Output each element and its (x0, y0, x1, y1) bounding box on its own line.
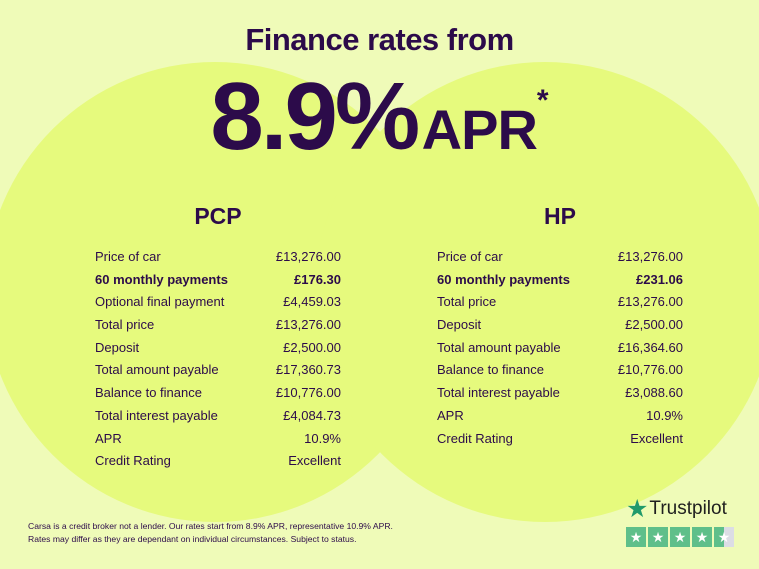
table-row: Total interest payable £3,088.60 (437, 382, 683, 405)
table-row: Balance to finance £10,776.00 (437, 359, 683, 382)
pcp-title: PCP (194, 203, 242, 229)
row-value: £16,364.60 (617, 339, 683, 355)
table-row: Balance to finance £10,776.00 (95, 382, 341, 405)
row-value: £10,776.00 (617, 362, 683, 378)
row-label: Total amount payable (95, 362, 219, 378)
trustpilot-badge[interactable]: ★ Trustpilot ★ ★ ★ ★ ★ (626, 494, 734, 547)
apr-label: APR (421, 98, 538, 161)
row-value: £13,276.00 (275, 249, 341, 264)
row-value: £231.06 (636, 271, 683, 287)
row-label: Deposit (95, 339, 140, 355)
row-value: £13,276.00 (617, 294, 683, 310)
row-value: £10,776.00 (275, 385, 341, 401)
row-label: 60 monthly payments (95, 271, 228, 287)
row-label: Credit Rating (95, 453, 171, 469)
table-row: Total amount payable £17,360.73 (95, 359, 341, 382)
asterisk: * (536, 84, 549, 117)
row-value: £2,500.00 (625, 317, 683, 333)
row-value: £17,360.73 (275, 362, 341, 378)
trustpilot-label: Trustpilot (649, 498, 727, 519)
table-row: 60 monthly payments £176.30 (95, 269, 341, 292)
row-value: 10.9% (646, 407, 683, 423)
disclaimer: Carsa is a credit broker not a lender. O… (28, 520, 393, 546)
rating-star-icon: ★ (626, 527, 646, 547)
row-value: £3,088.60 (625, 385, 683, 401)
row-label: Balance to finance (95, 385, 202, 401)
row-label: Price of car (437, 249, 503, 264)
row-value: Excellent (288, 453, 341, 469)
row-value: Excellent (630, 430, 683, 446)
trustpilot-rating: ★ ★ ★ ★ ★ (626, 527, 734, 547)
row-label: Price of car (95, 249, 161, 264)
right-circle-decoration (315, 62, 759, 522)
row-value: £13,276.00 (275, 317, 341, 333)
table-row: Optional final payment £4,459.03 (95, 291, 341, 314)
row-value: £176.30 (294, 271, 341, 287)
row-label: APR (95, 430, 122, 446)
table-row: Deposit £2,500.00 (95, 337, 341, 360)
row-label: Balance to finance (437, 362, 544, 378)
trustpilot-star-icon: ★ (626, 495, 649, 523)
pcp-table: PCP Price of car £13,276.00 60 monthly pay… (95, 200, 341, 473)
row-label: 60 monthly payments (437, 271, 570, 287)
row-label: Total interest payable (95, 407, 218, 423)
row-value: £4,459.03 (283, 294, 341, 310)
hp-title: HP (544, 203, 576, 229)
table-row: Credit Rating Excellent (95, 450, 341, 473)
rate-banner: 8.9% APR* (0, 62, 759, 172)
table-row: Total interest payable £4,084.73 (95, 405, 341, 428)
table-row: Credit Rating Excellent (437, 428, 683, 451)
row-label: Total price (437, 294, 497, 310)
row-value: £4,084.73 (283, 407, 341, 423)
row-label: Total interest payable (437, 385, 560, 401)
table-row: APR 10.9% (95, 428, 341, 451)
table-row: Total price £13,276.00 (95, 314, 341, 337)
row-label: Credit Rating (437, 430, 513, 446)
table-row: Price of car £13,276.00 (437, 246, 683, 269)
row-label: APR (437, 407, 464, 423)
table-row: 60 monthly payments £231.06 (437, 269, 683, 292)
rating-star-icon: ★ (648, 527, 668, 547)
table-row: Deposit £2,500.00 (437, 314, 683, 337)
rating-star-icon: ★ (692, 527, 712, 547)
row-label: Total price (95, 317, 155, 333)
hp-table: HP Price of car £13,276.00 60 monthly paym… (437, 200, 683, 450)
table-row: Total price £13,276.00 (437, 291, 683, 314)
headline: Finance rates from (245, 22, 514, 57)
row-value: 10.9% (304, 430, 341, 446)
table-row: APR 10.9% (437, 405, 683, 428)
disclaimer-line: Carsa is a credit broker not a lender. O… (28, 521, 393, 531)
row-label: Optional final payment (95, 294, 225, 310)
row-label: Total amount payable (437, 339, 561, 355)
row-value: £2,500.00 (283, 339, 341, 355)
row-value: £13,276.00 (617, 249, 683, 264)
row-label: Deposit (437, 317, 482, 333)
rating-star-icon: ★ (714, 527, 734, 547)
rate-value: 8.9% (210, 63, 420, 170)
table-row: Price of car £13,276.00 (95, 246, 341, 269)
table-row: Total amount payable £16,364.60 (437, 337, 683, 360)
rating-star-icon: ★ (670, 527, 690, 547)
disclaimer-line: Rates may differ as they are dependant o… (28, 534, 357, 544)
